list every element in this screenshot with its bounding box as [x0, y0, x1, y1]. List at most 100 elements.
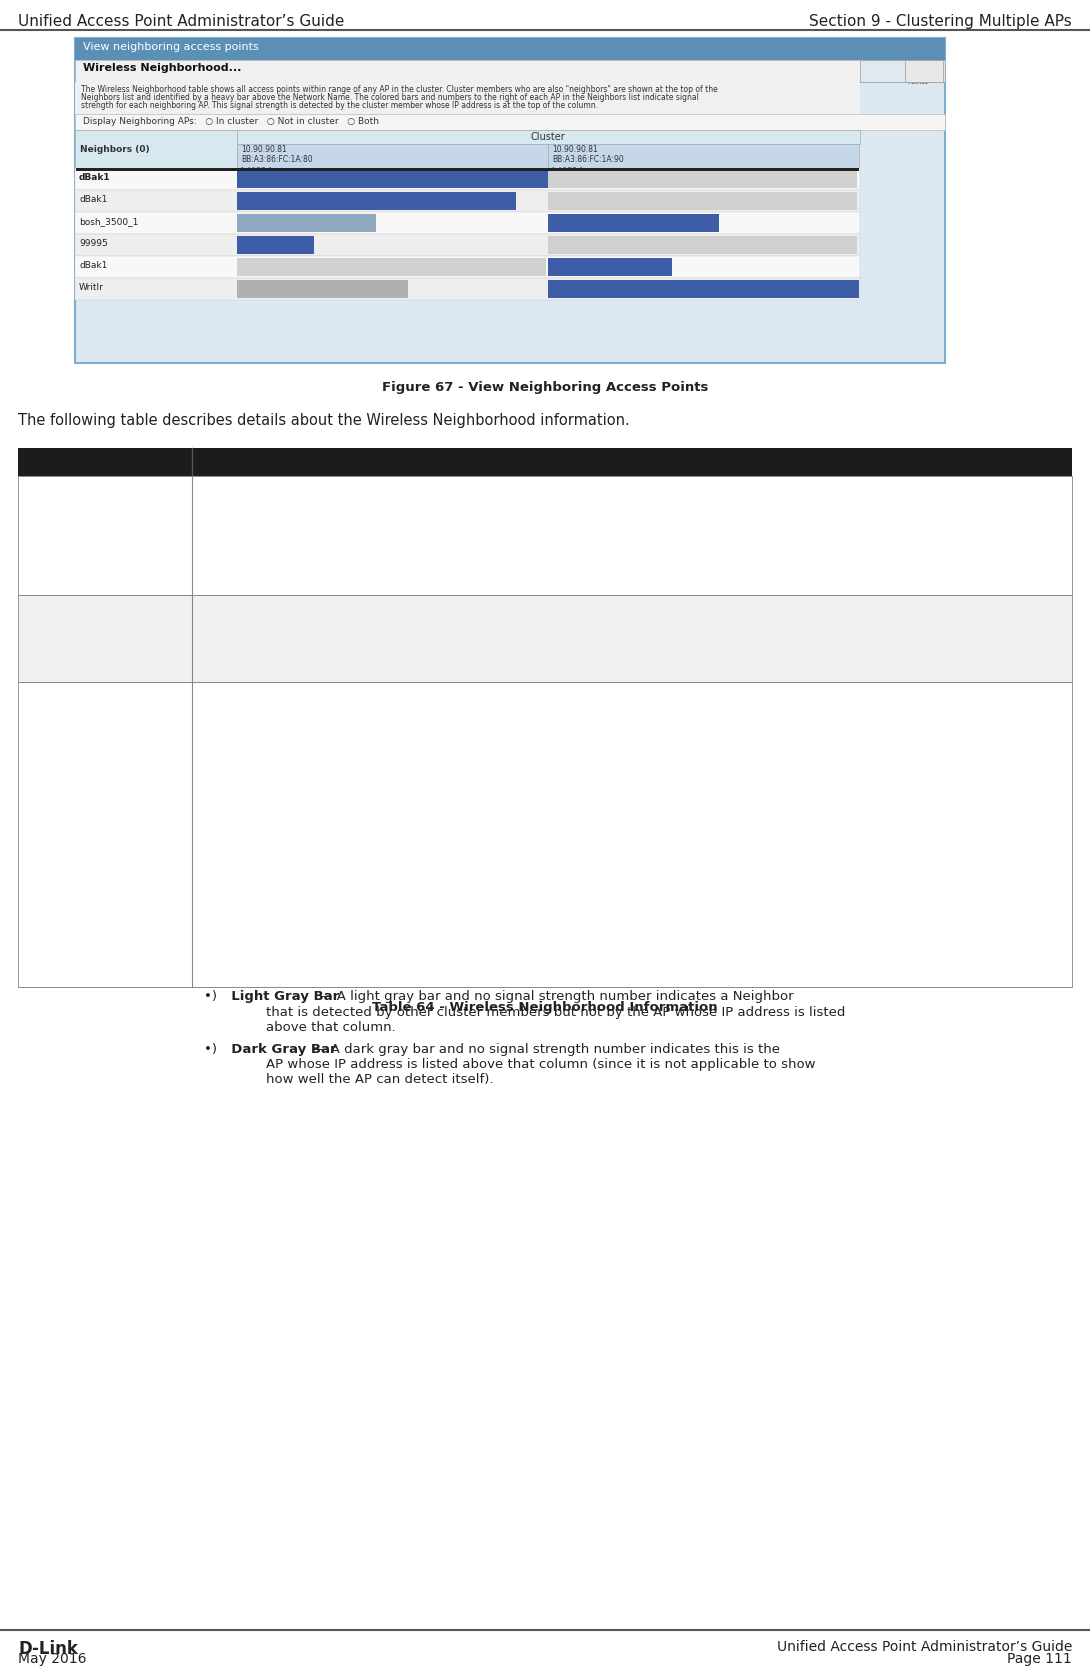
Text: Both: Both	[222, 545, 266, 559]
Bar	[237, 143, 548, 168]
Text: 55: 55	[697, 217, 707, 225]
Text: strength for each neighboring AP. This signal strength is detected by the cluste: strength for each neighboring AP. This s…	[81, 102, 598, 110]
Bar	[237, 214, 376, 232]
Text: 10.90.90.81
BB:A3:86:FC:1A:80
[ A123 ]: 10.90.90.81 BB:A3:86:FC:1A:80 [ A123 ]	[241, 145, 313, 175]
Bar	[548, 214, 719, 232]
Text: Figure 67 - View Neighboring Access Points: Figure 67 - View Neighboring Access Poin…	[382, 380, 708, 394]
Bar	[237, 192, 516, 210]
Text: Neighbors list and identified by a heavy bar above the Network Name. The colored: Neighbors list and identified by a heavy…	[81, 93, 699, 102]
Bar	[75, 60, 945, 82]
Text: address if listed above that column.: address if listed above that column.	[232, 969, 506, 981]
Text: If there is only one AP in the cluster, only a single IP address column will be : If there is only one AP in the cluster, …	[202, 634, 814, 647]
Bar	[548, 192, 857, 210]
Text: — Shows all neighbor APs (cluster members and non-members): — Shows all neighbor APs (cluster member…	[257, 545, 687, 559]
Text: Description: Description	[202, 455, 296, 470]
Text: Neighbors (0): Neighbors (0)	[80, 145, 149, 153]
Text: — A lighter blue bar and a lower signal strength number (for example: — A lighter blue bar and a lower signal …	[326, 886, 797, 897]
Text: — Shows only neighbor APs that are members of the cluster: — Shows only neighbor APs that are membe…	[292, 502, 699, 515]
Text: Lighter Blue Bar: Lighter Blue Bar	[222, 886, 353, 897]
Bar	[860, 60, 945, 82]
Text: address is listed above that column.: address is listed above that column.	[232, 864, 508, 876]
Text: dBak1: dBak1	[78, 195, 108, 203]
Text: how well the AP can detect itself).: how well the AP can detect itself).	[232, 1074, 494, 1086]
Text: You can click on an IP address to view more details on a particular AP.: You can click on an IP address to view m…	[202, 664, 667, 677]
Text: 90: 90	[494, 195, 505, 203]
Bar	[75, 168, 860, 190]
Text: AP whose IP address is listed above that column: AP whose IP address is listed above that…	[232, 916, 588, 929]
Text: that is detected by other cluster members but not by the AP whose IP address is : that is detected by other cluster member…	[232, 1006, 846, 1019]
Text: 99995: 99995	[78, 239, 108, 249]
Text: Display Neighboring APs:   ○ In cluster   ○ Not in cluster   ○ Both: Display Neighboring APs: ○ In cluster ○ …	[83, 117, 379, 127]
Bar	[237, 259, 546, 275]
Bar	[237, 170, 548, 188]
Text: Section 9 - Clustering Multiple APs: Section 9 - Clustering Multiple APs	[809, 13, 1071, 28]
Text: Cluster: Cluster	[531, 132, 566, 142]
Text: May 2016: May 2016	[19, 1651, 86, 1666]
Bar	[19, 594, 1071, 682]
Bar	[75, 279, 860, 300]
Text: The Wireless Neighborhood table shows all access points within range of any AP i: The Wireless Neighborhood table shows al…	[81, 85, 717, 93]
Text: 10.90.90.81
BB:A3:86:FC:1A:90
[ A123 ]: 10.90.90.81 BB:A3:86:FC:1A:90 [ A123 ]	[552, 145, 623, 175]
Text: Light Gray Bar: Light Gray Bar	[222, 991, 339, 1002]
Text: Table 64 - Wireless Neighborhood Information: Table 64 - Wireless Neighborhood Informa…	[372, 1001, 718, 1014]
Bar	[75, 38, 945, 364]
Text: bosh_3500_1: bosh_3500_1	[78, 217, 138, 225]
Text: Not in cluster: Not in cluster	[222, 524, 332, 537]
Text: An access point which is detected as a neighbor of a cluster member can also be : An access point which is detected as a n…	[202, 721, 807, 734]
Text: •): •)	[204, 991, 217, 1002]
Text: •): •)	[204, 937, 217, 951]
Text: Dark Gray Bar: Dark Gray Bar	[222, 1042, 337, 1056]
Text: indicating that the AP is clustered with itself.: indicating that the AP is clustered with…	[202, 649, 500, 662]
Text: — Shows only neighbor APs that are not cluster members: — Shows only neighbor APs that are not c…	[315, 524, 704, 537]
Text: The Cluster list at the top of the table shows IP addresses for all access point: The Cluster list at the top of the table…	[202, 602, 820, 615]
Text: Dark Blue Bar: Dark Blue Bar	[222, 832, 335, 846]
Text: •): •)	[204, 502, 217, 515]
Text: the top of the column.: the top of the column.	[202, 799, 351, 812]
Bar	[75, 130, 237, 168]
Text: each of the neighbor APs as detected by the cluster member whose IP address is s: each of the neighbor APs as detected by …	[202, 782, 809, 796]
Text: Unified Access Point Administrator’s Guide: Unified Access Point Administrator’s Gui…	[776, 1640, 1071, 1655]
Bar	[548, 280, 859, 299]
Bar	[237, 280, 408, 299]
Bar	[19, 475, 1071, 594]
Text: 100: 100	[526, 173, 542, 182]
Text: member itself. Neighbors who are also cluster members are always shown at the to: member itself. Neighbors who are also cl…	[202, 737, 812, 749]
Bar	[75, 212, 860, 234]
Text: Wireless Neighborhood...: Wireless Neighborhood...	[83, 63, 241, 73]
Text: — A dark gray bar and no signal strength number indicates this is the: — A dark gray bar and no signal strength…	[308, 1042, 780, 1056]
Text: AP whose IP address is listed above that column (since it is not applicable to s: AP whose IP address is listed above that…	[232, 1058, 815, 1071]
Bar	[237, 235, 314, 254]
Bar	[19, 682, 1071, 986]
Text: 2
Access
Points: 2 Access Points	[907, 65, 931, 85]
Bar	[75, 255, 860, 279]
Text: Neighbors: Neighbors	[26, 691, 111, 706]
Bar	[75, 38, 945, 60]
Text: Field: Field	[26, 455, 66, 470]
Text: White Bar: White Bar	[222, 937, 305, 951]
Text: list with a heavy bar above and include a location indicator.: list with a heavy bar above and include …	[202, 752, 601, 766]
Bar	[19, 449, 1071, 475]
Bar	[905, 60, 943, 82]
Text: D-Link: D-Link	[19, 1640, 77, 1658]
Text: — A dark blue bar and a high signal strength number (for example 50): — A dark blue bar and a high signal stre…	[308, 832, 785, 846]
Text: •): •)	[204, 1042, 217, 1056]
Bar	[548, 235, 857, 254]
Text: •): •)	[204, 886, 217, 897]
Text: •): •)	[204, 545, 217, 559]
Text: In cluster: In cluster	[222, 502, 302, 515]
Text: Writlr: Writlr	[78, 284, 104, 292]
Text: — A light gray bar and no signal strength number indicates a Neighbor: — A light gray bar and no signal strengt…	[315, 991, 794, 1002]
Text: The following table describes details about the Wireless Neighborhood informatio: The following table describes details ab…	[19, 414, 630, 429]
Text: Access points which are neighbors of one or more of the clustered APs are listed: Access points which are neighbors of one…	[202, 691, 809, 702]
Text: Display neighboring
APs: Display neighboring APs	[26, 484, 192, 517]
Text: The color of the bar indicates the signal strength:: The color of the bar indicates the signa…	[202, 814, 533, 827]
Text: Click one of the following radio buttons to change the view:: Click one of the following radio buttons…	[202, 484, 601, 497]
Text: — A white bar and the number 0 indicates that a neighboring AP that was: — A white bar and the number 0 indicates…	[286, 937, 785, 951]
Text: •): •)	[204, 524, 217, 537]
Bar	[75, 190, 860, 212]
Text: above that column.: above that column.	[232, 1021, 396, 1034]
Text: indicates good signal strength detected from the Neighbor seen by the AP whose I: indicates good signal strength detected …	[232, 847, 826, 861]
Text: •): •)	[204, 832, 217, 846]
Bar	[548, 259, 673, 275]
Bar	[548, 143, 859, 168]
